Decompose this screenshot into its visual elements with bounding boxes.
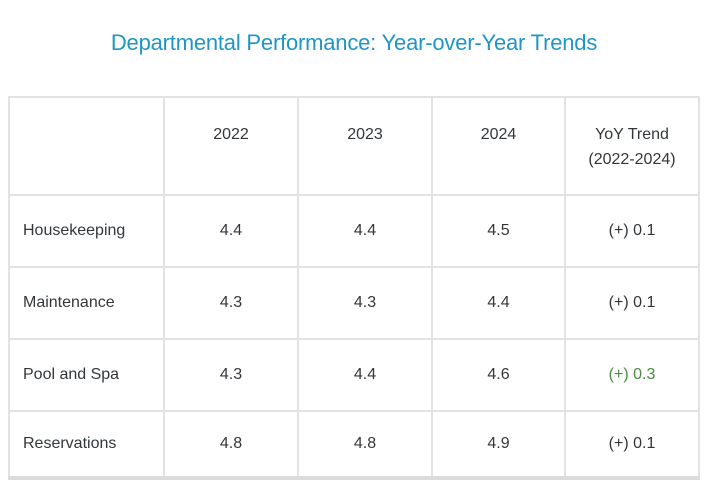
department-label: Housekeeping (8, 194, 165, 268)
header-2023: 2023 (297, 96, 433, 196)
score-2023-cell: 4.4 (297, 338, 433, 412)
department-label: Pool and Spa (8, 338, 165, 412)
yoy-trend-cell: (+) 0.1 (564, 266, 700, 340)
yoy-trend-cell: (+) 0.1 (564, 194, 700, 268)
header-department (8, 96, 165, 196)
score-2022-cell: 4.4 (163, 194, 299, 268)
score-2023-cell: 4.4 (297, 194, 433, 268)
score-2022-cell: 4.8 (163, 410, 299, 479)
score-2024-cell: 4.4 (431, 266, 566, 340)
page-title: Departmental Performance: Year-over-Year… (110, 30, 598, 55)
yoy-trend-cell: (+) 0.3 (564, 338, 700, 412)
score-2024-cell: 4.5 (431, 194, 566, 268)
header-2022: 2022 (163, 96, 299, 196)
table-row-maintenance: Maintenance 4.3 4.3 4.4 (+) 0.1 (8, 266, 700, 340)
score-2023-cell: 4.8 (297, 410, 433, 479)
score-2024-cell: 4.6 (431, 338, 566, 412)
table-header-row: 2022 2023 2024 YoY Trend (2022-2024) (8, 96, 700, 196)
header-2024: 2024 (431, 96, 566, 196)
score-2022-cell: 4.3 (163, 338, 299, 412)
table-row-pool-and-spa: Pool and Spa 4.3 4.4 4.6 (+) 0.3 (8, 338, 700, 412)
score-2022-cell: 4.3 (163, 266, 299, 340)
yoy-trend-cell: (+) 0.1 (564, 410, 700, 479)
department-label: Maintenance (8, 266, 165, 340)
table-row-reservations: Reservations 4.8 4.8 4.9 (+) 0.1 (8, 410, 700, 479)
score-2023-cell: 4.3 (297, 266, 433, 340)
performance-table: 2022 2023 2024 YoY Trend (2022-2024) Hou… (8, 96, 700, 480)
score-2024-cell: 4.9 (431, 410, 566, 479)
header-yoy-trend: YoY Trend (2022-2024) (564, 96, 700, 196)
table-row-housekeeping: Housekeeping 4.4 4.4 4.5 (+) 0.1 (8, 194, 700, 268)
department-label: Reservations (8, 410, 165, 479)
